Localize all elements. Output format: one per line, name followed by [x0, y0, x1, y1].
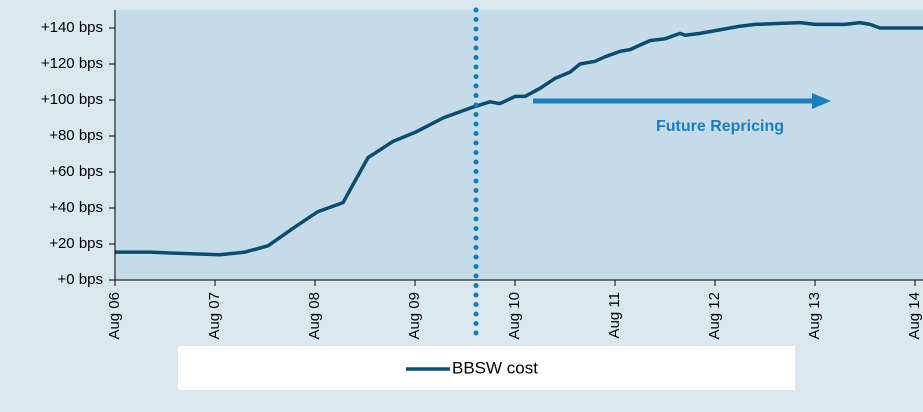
y-tick-label: +120 bps [41, 55, 103, 72]
x-tick-label: Aug 13 [806, 292, 823, 340]
plot-area [115, 10, 923, 280]
x-tick-label: Aug 06 [106, 292, 123, 340]
x-tick-label: Aug 11 [606, 292, 623, 338]
x-tick-label: Aug 07 [206, 292, 223, 340]
x-tick-label: Aug 08 [306, 292, 323, 340]
y-tick-label: +140 bps [41, 19, 103, 36]
annotation: Future Repricing [656, 118, 784, 135]
y-tick-label: +60 bps [49, 163, 103, 180]
legend [178, 346, 795, 390]
y-tick-label: +0 bps [58, 271, 103, 288]
x-tick-label: Aug 12 [706, 292, 723, 340]
x-tick-label: Aug 10 [506, 292, 523, 340]
data-line [115, 20, 923, 257]
y-tick-label: +80 bps [49, 127, 103, 144]
y-tick-label: +40 bps [49, 199, 103, 216]
x-tick-label: Aug 09 [406, 292, 423, 340]
y-tick-label: +20 bps [49, 235, 103, 252]
x-tick-label: Aug 14 [906, 292, 923, 340]
y-tick-label: +100 bps [41, 91, 103, 108]
legend-label: BBSW cost [452, 358, 538, 377]
arrow-head [812, 93, 831, 109]
